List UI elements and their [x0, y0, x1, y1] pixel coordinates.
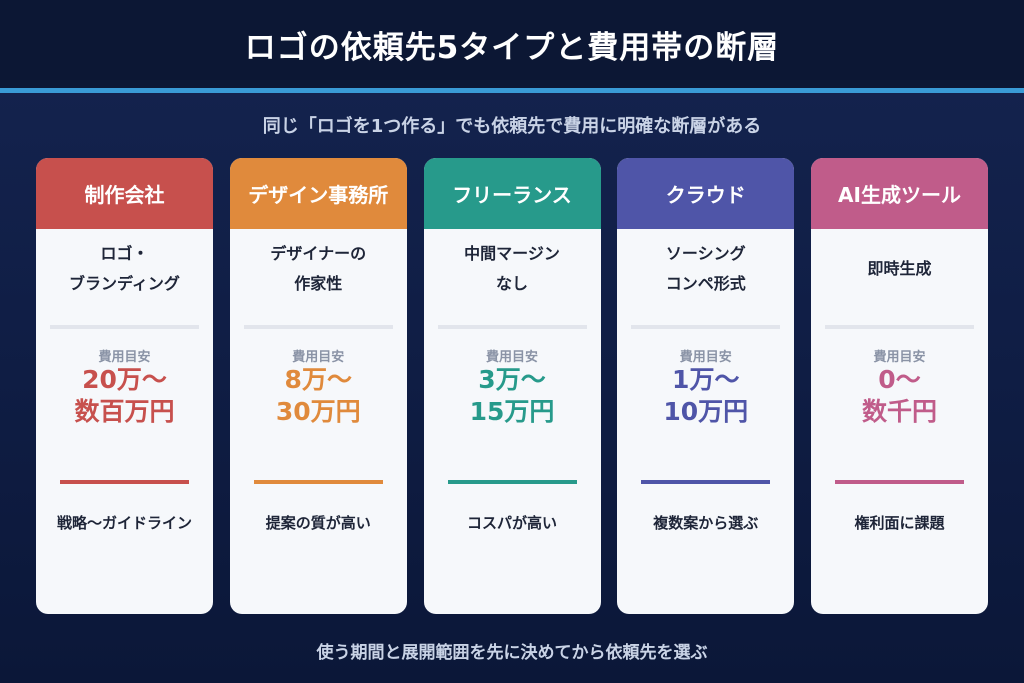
- cost-value-line: 10万円: [663, 397, 749, 426]
- cost-label: 費用目安: [292, 350, 345, 365]
- card-accent-divider: [447, 480, 577, 484]
- cost-value-line: 3万〜: [478, 365, 546, 394]
- card-description: 中間マージン なし: [432, 238, 593, 300]
- card-description-line: なし: [495, 274, 528, 293]
- card-description: 即時生成: [819, 238, 980, 300]
- cost-value-line: 1万〜: [672, 365, 740, 394]
- card-accent-divider: [253, 480, 383, 484]
- card-header: AI生成ツール: [811, 158, 988, 229]
- page-title: ロゴの依頼先5タイプと費用帯の断層: [244, 29, 780, 66]
- card-header: デザイン事務所: [229, 158, 407, 229]
- card-row: 制作会社 ロゴ・ ブランディング 費用目安 20万〜 数百万円 戦略〜ガイドライ…: [36, 158, 988, 614]
- card-description-line: 作家性: [294, 274, 343, 293]
- cost-value-line: 数千円: [861, 397, 937, 426]
- card-divider: [50, 325, 199, 329]
- cost-value-line: 20万〜: [82, 365, 167, 394]
- cost-value: 8万〜 30万円: [230, 364, 407, 428]
- card-agency: 制作会社 ロゴ・ ブランディング 費用目安 20万〜 数百万円 戦略〜ガイドライ…: [36, 158, 213, 614]
- page-subtitle: 同じ「ロゴを1つ作る」でも依頼先で費用に明確な断層がある: [262, 116, 762, 137]
- cost-value-line: 15万円: [469, 397, 555, 426]
- cost-value: 1万〜 10万円: [617, 364, 794, 428]
- cost-value-line: 数百万円: [74, 397, 175, 426]
- card-description: ロゴ・ ブランディング: [44, 238, 205, 300]
- cost-label: 費用目安: [873, 350, 926, 365]
- card-note: コスパが高い: [466, 514, 557, 532]
- card-description-line: ソーシング: [665, 244, 746, 263]
- cost-value: 20万〜 数百万円: [36, 364, 213, 428]
- card-description-line: 即時生成: [867, 259, 932, 278]
- card-description: デザイナーの 作家性: [238, 238, 399, 300]
- card-description: ソーシング コンペ形式: [625, 238, 786, 300]
- card-note: 複数案から選ぶ: [653, 514, 759, 532]
- card-description-line: ロゴ・: [100, 244, 149, 263]
- card-header: 制作会社: [36, 158, 213, 229]
- card-note: 戦略〜ガイドライン: [56, 514, 192, 532]
- card-crowd: クラウド ソーシング コンペ形式 費用目安 1万〜 10万円 複数案から選ぶ: [617, 158, 795, 614]
- cost-label: 費用目安: [485, 350, 538, 365]
- footer-advice: 使う期間と展開範囲を先に決めてから依頼先を選ぶ: [316, 643, 708, 663]
- card-divider: [437, 325, 587, 329]
- card-header: フリーランス: [423, 158, 601, 229]
- cost-value-line: 0〜: [878, 365, 921, 394]
- card-accent-divider: [60, 480, 189, 484]
- card-description-line: デザイナーの: [270, 244, 367, 263]
- card-divider: [243, 325, 393, 329]
- cost-value-line: 8万〜: [284, 365, 352, 394]
- cost-label: 費用目安: [98, 350, 151, 365]
- card-accent-divider: [641, 480, 771, 484]
- header-accent-rule: [0, 88, 1024, 93]
- cost-value: 3万〜 15万円: [424, 364, 601, 428]
- card-freelance: フリーランス 中間マージン なし 費用目安 3万〜 15万円 コスパが高い: [423, 158, 601, 614]
- card-description-line: 中間マージン: [464, 244, 560, 263]
- card-note: 提案の質が高い: [265, 514, 371, 532]
- cost-label: 費用目安: [679, 350, 732, 365]
- card-description-line: コンペ形式: [665, 274, 746, 293]
- card-note: 権利面に課題: [854, 514, 945, 532]
- card-divider: [631, 325, 781, 329]
- cost-value-line: 30万円: [275, 397, 361, 426]
- card-accent-divider: [835, 480, 964, 484]
- header-bar: ロゴの依頼先5タイプと費用帯の断層: [0, 0, 1024, 88]
- card-design-office: デザイン事務所 デザイナーの 作家性 費用目安 8万〜 30万円 提案の質が高い: [229, 158, 407, 614]
- card-divider: [825, 325, 974, 329]
- cost-value: 0〜 数千円: [811, 364, 988, 428]
- card-ai-tool: AI生成ツール 即時生成 費用目安 0〜 数千円 権利面に課題: [811, 158, 988, 614]
- card-description-line: ブランディング: [69, 274, 180, 293]
- card-header: クラウド: [617, 158, 795, 229]
